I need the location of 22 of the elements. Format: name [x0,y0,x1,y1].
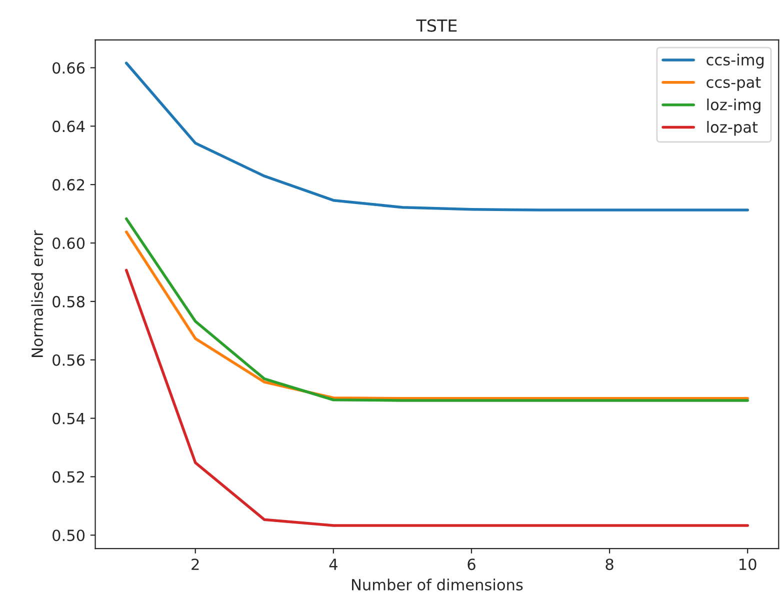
x-tick-label: 10 [740,558,756,570]
y-tick-label: 0.62 [52,179,84,191]
y-tick-label: 0.54 [52,412,85,424]
y-tick-label: 0.58 [52,296,85,308]
x-tick-label: 8 [606,558,614,570]
x-tick-label: 4 [329,558,338,570]
legend-label: loz-img [707,98,760,114]
legend-label: loz-pat [707,121,758,136]
y-tick-label: 0.56 [52,354,85,366]
legend-label: ccs-img [706,54,764,69]
y-tick-label: 0.52 [52,471,84,483]
line-series [124,268,749,527]
x-tick-label: 2 [192,558,199,570]
chart-title: TSTE [416,19,457,32]
legend-label: ccs-pat [706,77,761,91]
y-tick-label: 0.66 [52,62,85,74]
y-axis-title: Normalised error [31,230,44,357]
y-tick-label: 0.60 [52,237,85,250]
y-tick-label: 0.64 [52,120,85,132]
x-tick-label: 6 [468,558,476,570]
x-axis-title: Number of dimensions [352,578,523,590]
y-tick-label: 0.50 [52,530,85,542]
